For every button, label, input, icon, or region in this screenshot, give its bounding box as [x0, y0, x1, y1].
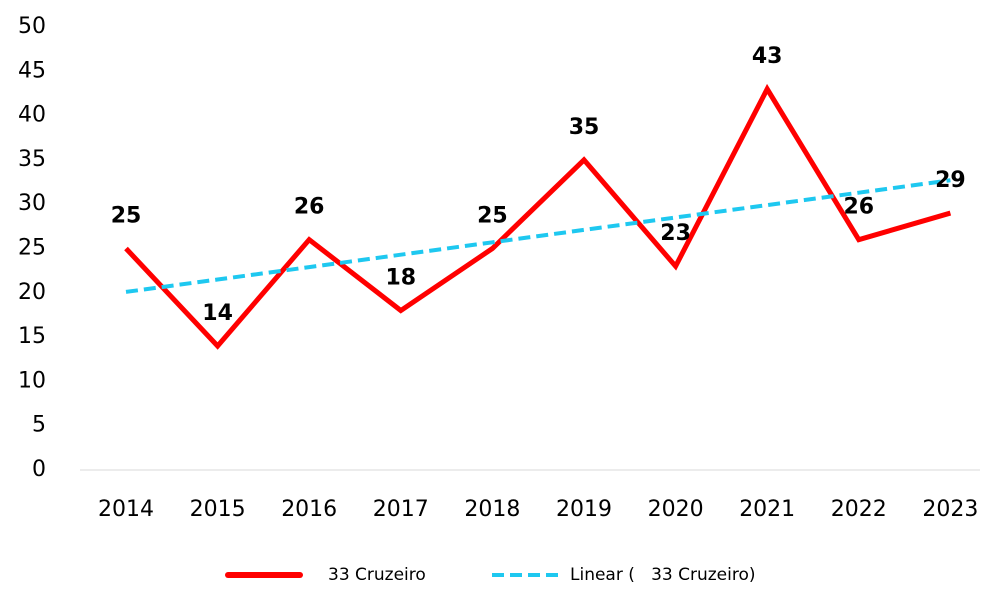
y-tick-label: 15	[18, 324, 46, 349]
y-tick-label: 5	[32, 413, 46, 438]
data-label: 26	[843, 195, 874, 220]
x-tick-label: 2017	[373, 497, 429, 522]
y-tick-label: 20	[18, 280, 46, 305]
x-tick-label: 2019	[556, 497, 612, 522]
legend-label: Linear ( 33 Cruzeiro)	[570, 565, 756, 585]
x-tick-label: 2022	[831, 497, 887, 522]
x-tick-label: 2015	[190, 497, 246, 522]
legend-label: 33 Cruzeiro	[328, 565, 426, 585]
data-label: 14	[202, 301, 233, 326]
data-label: 29	[935, 168, 966, 193]
x-tick-label: 2018	[464, 497, 520, 522]
data-label: 43	[752, 44, 783, 69]
y-tick-label: 40	[18, 103, 46, 128]
x-tick-label: 2021	[739, 497, 795, 522]
data-label: 26	[294, 195, 325, 220]
x-tick-label: 2014	[98, 497, 154, 522]
x-tick-label: 2020	[648, 497, 704, 522]
y-tick-label: 30	[18, 191, 46, 216]
y-tick-label: 45	[18, 58, 46, 83]
y-tick-label: 50	[18, 14, 46, 39]
y-tick-label: 25	[18, 236, 46, 261]
y-tick-label: 0	[32, 457, 46, 482]
line	[124, 83, 952, 350]
data-label: 25	[477, 204, 508, 229]
x-tick-label: 2023	[922, 497, 978, 522]
data-label: 23	[660, 221, 691, 246]
data-label: 25	[111, 204, 142, 229]
data-label: 35	[569, 115, 600, 140]
y-tick-label: 35	[18, 147, 46, 172]
x-tick-label: 2016	[281, 497, 337, 522]
y-tick-label: 10	[18, 368, 46, 393]
data-label: 18	[385, 266, 416, 291]
trend-line	[125, 178, 951, 294]
